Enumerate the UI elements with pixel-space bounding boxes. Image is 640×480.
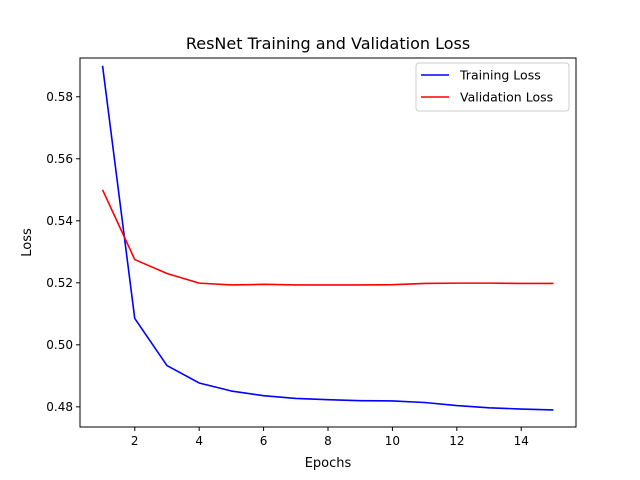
x-tick-label: 2 <box>131 434 139 448</box>
y-tick-label: 0.54 <box>46 214 73 228</box>
legend-label: Validation Loss <box>460 90 553 105</box>
plot-frame <box>79 57 577 428</box>
x-tick-label: 12 <box>449 434 464 448</box>
tick-group: 2 4 6 8 10 12 14 0.48 0.50 0.52 0.54 0.56 0.58 <box>46 90 529 448</box>
x-tick-label: 8 <box>324 434 332 448</box>
y-tick-label: 0.50 <box>46 338 73 352</box>
y-tick-label: 0.58 <box>46 90 73 104</box>
y-axis-label: Loss <box>20 228 35 257</box>
x-tick-label: 14 <box>514 434 529 448</box>
legend: Training Loss Validation Loss <box>415 62 570 112</box>
chart-title: ResNet Training and Validation Loss <box>186 34 470 53</box>
legend-label: Training Loss <box>459 68 541 83</box>
legend-frame <box>415 62 570 112</box>
y-tick-label: 0.56 <box>46 152 73 166</box>
x-tick-label: 10 <box>385 434 400 448</box>
y-tick-label: 0.48 <box>46 400 73 414</box>
x-axis-label: Epochs <box>305 456 352 471</box>
series-group <box>101 65 554 411</box>
x-tick-label: 6 <box>260 434 268 448</box>
series-line-validation-loss <box>101 189 554 286</box>
series-line-training-loss <box>101 65 554 411</box>
x-tick-label: 4 <box>195 434 203 448</box>
y-tick-label: 0.52 <box>46 276 73 290</box>
